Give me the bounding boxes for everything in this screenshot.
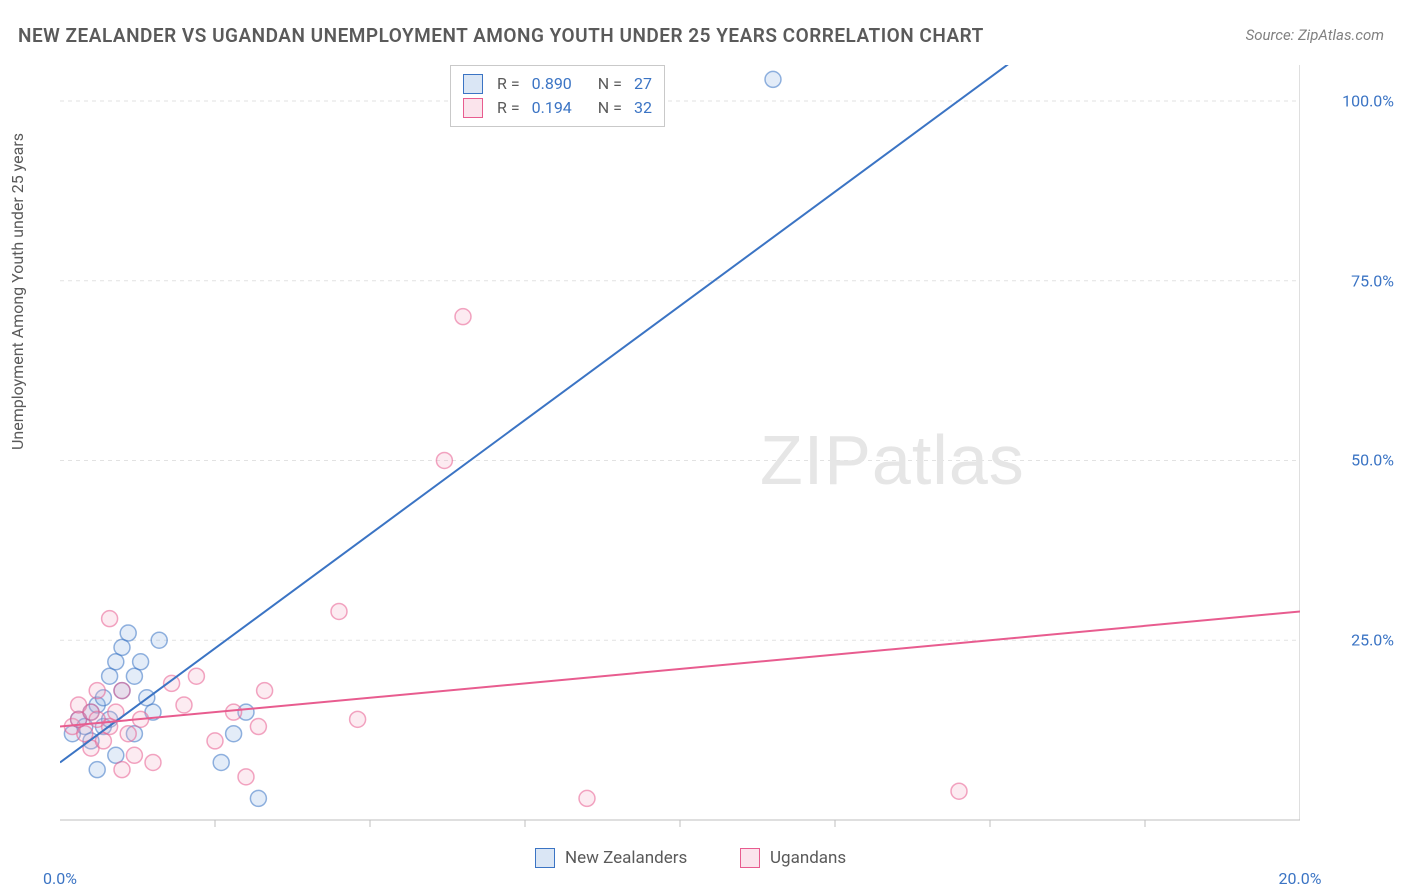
data-point-ug (71, 697, 87, 713)
series-label-ug: Ugandans (770, 848, 846, 868)
correlation-legend-row-ug: R = 0.194 N = 32 (463, 96, 652, 120)
data-point-ug (250, 719, 266, 735)
series-legend-ug: Ugandans (740, 848, 846, 868)
y-tick-label: 25.0% (1351, 631, 1394, 650)
correlation-legend-row-nz: R = 0.890 N = 27 (463, 72, 652, 96)
y-axis-label: Unemployment Among Youth under 25 years (8, 133, 27, 450)
data-point-ug (331, 603, 347, 619)
legend-swatch-ug (463, 98, 483, 118)
data-point-nz (151, 632, 167, 648)
n-label: N = (598, 96, 622, 120)
data-point-nz (89, 762, 105, 778)
r-label: R = (497, 96, 520, 120)
legend-swatch-ug (740, 848, 760, 868)
data-point-ug (455, 309, 471, 325)
data-point-nz (765, 71, 781, 87)
data-point-ug (114, 762, 130, 778)
data-point-ug (176, 697, 192, 713)
data-point-nz (120, 625, 136, 641)
r-label: R = (497, 72, 520, 96)
data-point-ug (89, 683, 105, 699)
source-attribution: Source: ZipAtlas.com (1246, 26, 1384, 44)
data-point-ug (350, 711, 366, 727)
n-label: N = (598, 72, 622, 96)
series-legend-nz: New Zealanders (535, 848, 687, 868)
data-point-nz (108, 747, 124, 763)
data-point-ug (579, 790, 595, 806)
chart-svg (50, 60, 1300, 830)
data-point-nz (226, 726, 242, 742)
data-point-ug (126, 747, 142, 763)
r-value-nz: 0.890 (532, 72, 572, 96)
y-tick-label: 75.0% (1351, 271, 1394, 290)
chart-title: NEW ZEALANDER VS UGANDAN UNEMPLOYMENT AM… (18, 24, 984, 47)
data-point-nz (108, 654, 124, 670)
data-point-nz (114, 639, 130, 655)
data-point-nz (213, 754, 229, 770)
data-point-ug (120, 726, 136, 742)
x-tick-label: 20.0% (1279, 869, 1322, 888)
trend-line-nz (60, 60, 1300, 762)
chart-plot-area (50, 60, 1300, 830)
data-point-nz (133, 654, 149, 670)
data-point-nz (126, 668, 142, 684)
trend-line-ug (60, 611, 1300, 726)
y-tick-label: 100.0% (1342, 91, 1394, 110)
source-name: ZipAtlas.com (1298, 26, 1384, 44)
correlation-legend: R = 0.890 N = 27 R = 0.194 N = 32 (450, 65, 665, 127)
y-tick-label: 50.0% (1351, 451, 1394, 470)
data-point-ug (114, 683, 130, 699)
data-point-ug (436, 452, 452, 468)
r-value-ug: 0.194 (532, 96, 572, 120)
n-value-ug: 32 (634, 96, 652, 120)
data-point-ug (145, 754, 161, 770)
data-point-ug (238, 769, 254, 785)
data-point-nz (102, 668, 118, 684)
legend-swatch-nz (463, 74, 483, 94)
data-point-nz (250, 790, 266, 806)
legend-swatch-nz (535, 848, 555, 868)
data-point-ug (207, 733, 223, 749)
data-point-ug (102, 611, 118, 627)
n-value-nz: 27 (634, 72, 652, 96)
series-label-nz: New Zealanders (565, 848, 687, 868)
x-tick-label: 0.0% (43, 869, 77, 888)
data-point-ug (226, 704, 242, 720)
source-label: Source: (1246, 26, 1295, 44)
data-point-ug (257, 683, 273, 699)
data-point-ug (951, 783, 967, 799)
data-point-ug (188, 668, 204, 684)
